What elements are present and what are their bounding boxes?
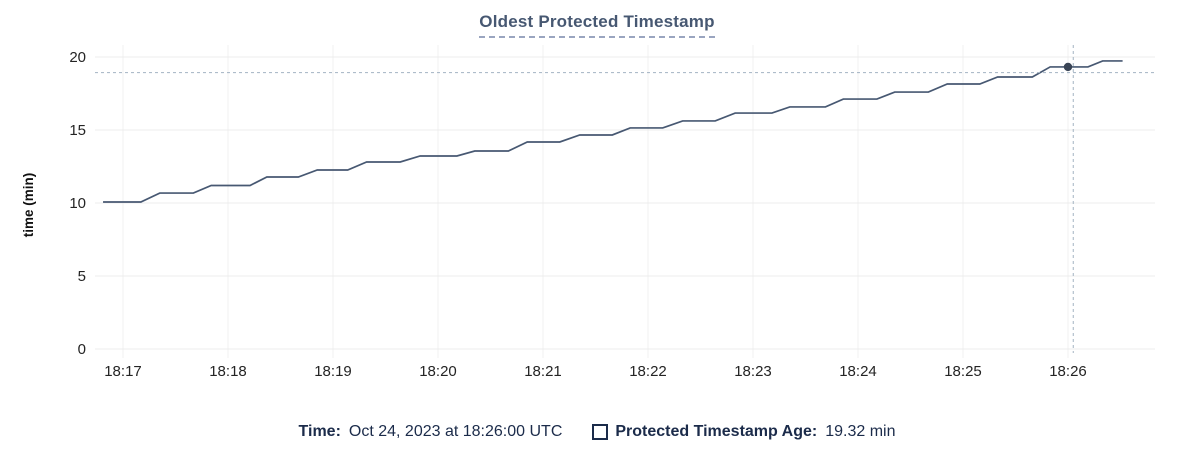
series-line: [103, 60, 1123, 203]
y-axis-tick-labels: 0 5 10 15 20: [69, 49, 86, 358]
time-label: Time:: [298, 423, 341, 440]
x-tick-label: 18:19: [314, 363, 352, 380]
x-axis-tick-labels: 18:17 18:18 18:19 18:20 18:21 18:22 18:23 18:24…: [104, 363, 1087, 380]
y-tick-label: 5: [78, 268, 86, 285]
chart-tooltip-legend: Time: Oct 24, 2023 at 18:26:00 UTC Prote…: [0, 422, 1194, 442]
series-value: 19.32 min: [825, 423, 896, 440]
y-tick-label: 20: [69, 49, 86, 66]
horizontal-gridlines: [95, 56, 1155, 350]
series-label: Protected Timestamp Age:: [615, 423, 818, 440]
x-tick-label: 18:23: [734, 363, 772, 380]
x-tick-label: 18:24: [839, 363, 877, 380]
x-tick-label: 18:26: [1049, 363, 1087, 380]
x-tick-label: 18:20: [419, 363, 457, 380]
chart-title-row: Oldest Protected Timestamp: [0, 12, 1194, 38]
y-tick-label: 10: [69, 195, 86, 212]
x-tick-label: 18:18: [209, 363, 247, 380]
vertical-gridlines: [122, 45, 1069, 358]
time-value: Oct 24, 2023 at 18:26:00 UTC: [348, 423, 563, 440]
x-tick-label: 18:21: [524, 363, 562, 380]
x-tick-label: 18:17: [104, 363, 142, 380]
x-tick-label: 18:22: [629, 363, 667, 380]
series-toggle-checkbox-icon[interactable]: [592, 424, 609, 440]
y-tick-label: 15: [69, 122, 86, 139]
hover-point-dot: [1063, 62, 1073, 72]
x-tick-label: 18:25: [944, 363, 982, 380]
y-axis-label: time (min): [21, 173, 36, 238]
y-tick-label: 0: [78, 341, 86, 358]
chart-title[interactable]: Oldest Protected Timestamp: [479, 12, 715, 38]
